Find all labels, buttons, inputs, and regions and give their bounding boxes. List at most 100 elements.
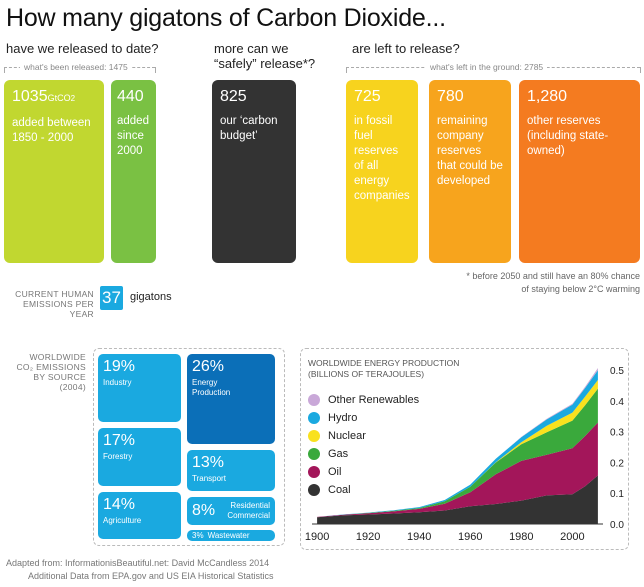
company-reserves-desc: remaining company reserves that could be… (437, 115, 503, 187)
forestry-pct: 17% (103, 432, 136, 449)
legend-item-oil: Oil (308, 463, 419, 481)
source-tile-residential: 8% Residential Commercial (187, 497, 275, 525)
y-tick-label: 0.2 (610, 458, 624, 469)
current-emissions-label-line-2: EMISSIONS PER YEAR (23, 299, 94, 319)
legend-item-coal: Coal (308, 481, 419, 499)
current-emissions-unit: gigatons (130, 291, 172, 303)
other-reserves-desc: other reserves (including state-owned) (527, 115, 609, 157)
current-emissions-label-line-1: CURRENT HUMAN (15, 289, 94, 299)
legend-label: Gas (328, 448, 349, 460)
emissions-by-source-label-line-3: BY SOURCE (33, 372, 86, 382)
legend-item-gas: Gas (308, 445, 419, 463)
x-tick-label: 1940 (407, 531, 431, 543)
legend-swatch (308, 394, 320, 406)
forestry-label: Forestry (103, 452, 133, 461)
legend-item-other-renewables: Other Renewables (308, 391, 419, 409)
energy-chart-title-block: WORLDWIDE ENERGY PRODUCTION (BILLIONS OF… (308, 358, 459, 380)
left-bracket-left-end (346, 67, 347, 73)
released-1850-2000-desc: added between 1850 - 2000 (12, 117, 91, 144)
energy-chart-subtitle: (BILLIONS OF TERAJOULES) (308, 369, 425, 379)
current-emissions-value: 37 (100, 286, 123, 310)
emissions-by-source-label: WORLDWIDE CO₂ EMISSIONS BY SOURCE (2004) (4, 352, 86, 392)
industry-pct: 19% (103, 358, 136, 375)
other-reserves-box: 1,280 other reserves (including state-ow… (519, 80, 640, 263)
x-tick-label: 1960 (458, 531, 482, 543)
energy-chart-legend: Other Renewables Hydro Nuclear Gas Oil C… (308, 391, 419, 499)
released-1850-2000-value: 1035 (12, 88, 48, 105)
source-tile-forestry: 17% Forestry (98, 428, 181, 486)
credits-line-1: Adapted from: InformationisBeautiful.net… (6, 558, 270, 568)
y-tick-label: 0.4 (610, 397, 624, 408)
legend-label: Other Renewables (328, 394, 420, 406)
released-since-2000-desc: added since 2000 (117, 115, 149, 157)
released-bracket-label: what's been released: 1475 (20, 62, 132, 72)
wastewater-pct: 3% (192, 531, 204, 540)
transport-pct: 13% (192, 454, 225, 471)
carbon-budget-value: 825 (220, 88, 247, 105)
legend-swatch (308, 448, 320, 460)
legend-label: Nuclear (328, 430, 366, 442)
footnote: * before 2050 and still have an 80% chan… (466, 270, 640, 296)
emissions-by-source-label-line-1: WORLDWIDE (29, 352, 86, 362)
x-tick-label: 1920 (356, 531, 380, 543)
legend-swatch (308, 484, 320, 496)
residential-pct: 8% (192, 502, 216, 519)
released-unit: GtCO2 (47, 93, 76, 103)
y-tick-label: 0.0 (610, 520, 624, 531)
x-tick-label: 2000 (560, 531, 584, 543)
legend-label: Hydro (328, 412, 358, 424)
released-since-2000-box: 440 added since 2000 (111, 80, 156, 263)
energy-label: Energy Production (192, 378, 231, 397)
company-reserves-box: 780 remaining company reserves that coul… (429, 80, 511, 263)
emissions-by-source-label-line-4: (2004) (59, 382, 86, 392)
carbon-budget-box: 825 our ‘carbon budget’ (212, 80, 296, 263)
legend-item-nuclear: Nuclear (308, 427, 419, 445)
x-tick-label: 1980 (509, 531, 533, 543)
y-tick-label: 0.1 (610, 489, 624, 500)
agriculture-label: Agriculture (103, 516, 142, 525)
energy-chart-title: WORLDWIDE ENERGY PRODUCTION (308, 358, 460, 368)
other-reserves-value: 1,280 (527, 88, 568, 105)
carbon-budget-desc: our ‘carbon budget’ (220, 115, 278, 142)
industry-label: Industry (103, 378, 132, 387)
released-bracket-left-end (4, 67, 5, 73)
area-series-coal (317, 475, 598, 524)
emissions-by-source-label-line-2: CO₂ EMISSIONS (16, 362, 86, 372)
released-since-2000-value: 440 (117, 88, 144, 105)
released-bracket-right-end (155, 67, 156, 73)
area-series-gas (317, 388, 598, 517)
y-tick-label: 0.3 (610, 428, 624, 439)
emissions-by-source-frame (93, 348, 285, 546)
footnote-line-1: * before 2050 and still have an 80% chan… (466, 271, 640, 281)
source-tile-wastewater: 3% Wastewater (187, 530, 275, 541)
legend-swatch (308, 412, 320, 424)
agriculture-pct: 14% (103, 496, 136, 513)
question-safe: more can we “safely” release*? (214, 41, 316, 71)
question-left: are left to release? (352, 41, 460, 56)
footnote-line-2: of staying below 2°C warming (521, 284, 640, 294)
energy-chart-frame (300, 348, 629, 550)
legend-label: Coal (328, 484, 351, 496)
left-bracket-right-end (640, 67, 641, 73)
fossil-fuel-reserves-desc: in fossil fuel reserves of all energy co… (354, 115, 410, 202)
energy-pct: 26% (192, 358, 225, 375)
left-bracket-label: what's left in the ground: 2785 (426, 62, 548, 72)
released-1850-2000-box: 1035GtCO2 added between 1850 - 2000 (4, 80, 104, 263)
fossil-fuel-reserves-box: 725 in fossil fuel reserves of all energ… (346, 80, 418, 263)
y-tick-label: 0.5 (610, 366, 624, 377)
x-tick-label: 1900 (305, 531, 329, 543)
credits-line-2: Additional Data from EPA.gov and US EIA … (28, 571, 274, 581)
area-series-oil (317, 422, 598, 518)
legend-label: Oil (328, 466, 342, 478)
legend-swatch (308, 466, 320, 478)
credits: Adapted from: InformationisBeautiful.net… (6, 557, 273, 583)
fossil-fuel-reserves-value: 725 (354, 88, 381, 105)
source-tile-transport: 13% Transport (187, 450, 275, 491)
legend-item-hydro: Hydro (308, 409, 419, 427)
residential-label: Residential Commercial (227, 501, 270, 520)
company-reserves-value: 780 (437, 88, 464, 105)
transport-label: Transport (192, 474, 226, 483)
wastewater-label: Wastewater (207, 531, 250, 540)
legend-swatch (308, 430, 320, 442)
